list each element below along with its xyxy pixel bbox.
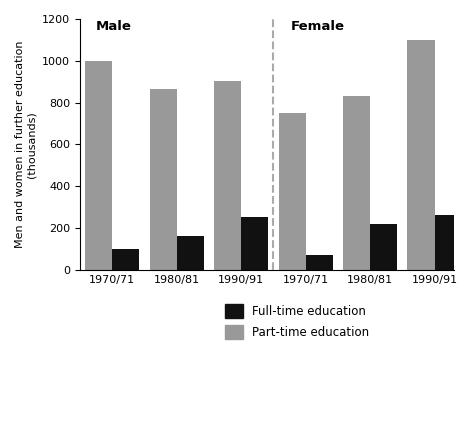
Bar [241,217,268,269]
Text: Female: Female [291,20,345,33]
Bar [214,81,241,269]
Bar [343,96,370,269]
Bar [177,236,204,269]
Bar [407,40,435,269]
Bar [149,89,177,269]
Y-axis label: Men and women in further education
(thousands): Men and women in further education (thou… [15,41,36,248]
Bar [112,249,140,269]
Bar [370,224,397,269]
Bar [435,215,462,269]
Bar [279,113,306,269]
Legend: Full-time education, Part-time education: Full-time education, Part-time education [225,304,369,339]
Bar [306,255,333,269]
Bar [85,61,112,269]
Text: Male: Male [96,20,131,33]
